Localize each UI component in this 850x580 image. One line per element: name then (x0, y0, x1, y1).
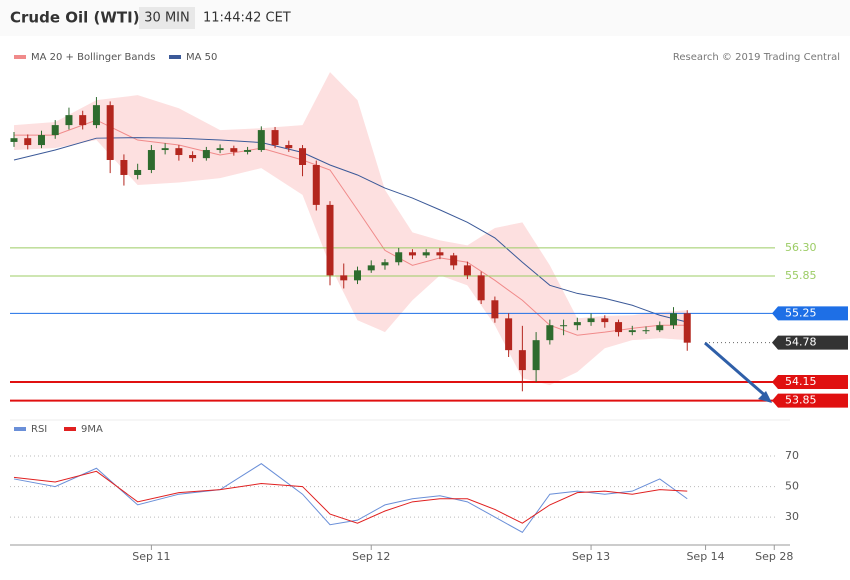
candle-body (175, 148, 183, 156)
candle-body (189, 155, 197, 159)
forecast-arrow-head (758, 391, 772, 403)
candle-body (505, 318, 513, 351)
credit: Research © 2019 Trading Central (673, 52, 840, 63)
interval-badge (139, 7, 195, 29)
level-label: 56.30 (785, 241, 817, 254)
candle-body (147, 150, 155, 170)
candle-body (326, 204, 334, 276)
candle-body (381, 262, 389, 266)
candle-body (518, 350, 526, 371)
x-tick-label: Sep 28 (755, 550, 793, 563)
candle-body (532, 340, 540, 371)
level-badge (772, 306, 848, 321)
candle-body (216, 148, 224, 151)
level-badge (772, 374, 848, 389)
candle-body (161, 148, 169, 151)
candle-body (10, 138, 18, 142)
candle-body (450, 255, 458, 266)
level-label: 55.25 (785, 306, 817, 319)
candle-body (353, 270, 361, 281)
rsi-line (13, 470, 688, 524)
candle-body (312, 164, 320, 205)
candle-body (546, 325, 554, 341)
candle-body (422, 252, 430, 256)
candle-body (92, 105, 100, 126)
candle-body (120, 160, 128, 175)
candle-body (491, 300, 499, 319)
ma-line (13, 137, 688, 323)
candle-body (477, 275, 485, 301)
level-label: 53.85 (785, 394, 817, 407)
candle-body (560, 325, 568, 327)
candle-body (271, 130, 279, 146)
candle-body (244, 150, 252, 152)
candle-body (408, 252, 416, 256)
x-tick-label: Sep 14 (686, 550, 724, 563)
candle-body (285, 145, 293, 149)
legend-swatch (169, 55, 181, 59)
level-label: 55.85 (785, 269, 817, 282)
candle-body (65, 115, 73, 126)
candle-body (79, 115, 87, 126)
candle-body (656, 325, 664, 331)
candle-body (573, 322, 581, 326)
y-tick-label: 50 (785, 480, 799, 493)
level-label: 54.15 (785, 375, 817, 388)
legend-label: MA 50 (186, 52, 217, 63)
candle-body (436, 252, 444, 256)
level-label: 54.78 (785, 336, 817, 349)
candle-body (463, 265, 471, 276)
candle-body (106, 105, 114, 161)
y-tick-label: 30 (785, 510, 799, 523)
time: 11:44:42 CET (203, 11, 291, 26)
candle-body (299, 148, 307, 165)
level-badge (772, 335, 848, 350)
legend-label: MA 20 + Bollinger Bands (31, 52, 155, 63)
rsi-line (13, 463, 688, 534)
candle-body (340, 275, 348, 281)
x-tick-label: Sep 13 (572, 550, 610, 563)
candle-body (628, 330, 636, 333)
candle-body (367, 265, 375, 271)
candle-body (587, 318, 595, 323)
candle-body (24, 138, 32, 146)
legend-swatch (14, 427, 26, 431)
candle-body (395, 252, 403, 263)
candle-body (202, 150, 210, 159)
bollinger-band (14, 72, 688, 386)
chart-title: Crude Oil (WTI) (10, 9, 140, 27)
legend-swatch (64, 427, 76, 431)
legend-label: 9MA (81, 424, 103, 435)
candle-body (615, 322, 623, 333)
candle-body (51, 125, 59, 136)
x-tick-label: Sep 12 (352, 550, 390, 563)
legend-swatch (14, 55, 26, 59)
candle-body (230, 148, 238, 152)
candle-body (134, 169, 142, 175)
forecast-arrow (704, 341, 769, 400)
legend-label: RSI (31, 424, 47, 435)
candle-body (670, 313, 678, 326)
candle-body (37, 135, 45, 146)
candle-body (642, 330, 650, 332)
candle-body (683, 313, 691, 343)
candle-body (601, 318, 609, 323)
interval: 30 MIN (144, 11, 189, 26)
x-tick-label: Sep 11 (132, 550, 170, 563)
level-badge (772, 393, 848, 408)
candle-body (257, 130, 265, 151)
y-tick-label: 70 (785, 449, 799, 462)
